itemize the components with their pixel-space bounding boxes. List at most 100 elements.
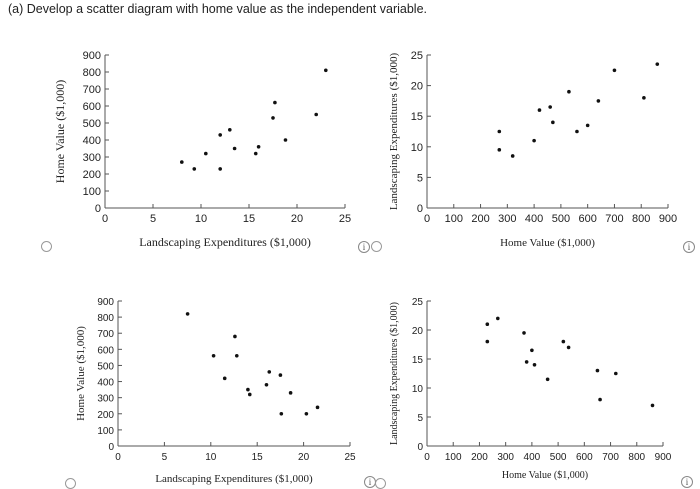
y-tick-label: 10 <box>412 384 424 395</box>
scatter-plot-a: 0 5 10 15 20 25 0 100 200 300 400 500 600 700 800 900 La… <box>53 50 351 249</box>
x-tick-label: 500 <box>552 213 570 225</box>
data-point <box>595 368 600 373</box>
data-point <box>496 316 500 321</box>
y-tick-label: 900 <box>83 50 101 62</box>
scatter-plot-d: 0 100 200 300 400 500 600 700 800 900 0 5 10 15 20 25 Ho… <box>389 297 672 481</box>
x-tick-label: 100 <box>445 452 462 463</box>
data-point <box>598 397 602 402</box>
option-b-radio[interactable] <box>371 241 382 252</box>
data-point <box>246 387 250 392</box>
y-tick-label: 20 <box>411 81 423 93</box>
y-tick-label: 5 <box>417 172 423 184</box>
data-point <box>561 339 566 344</box>
x-axis-title: Landscaping Expenditures ($1,000) <box>155 473 313 485</box>
option-d-radio[interactable] <box>375 478 386 489</box>
x-tick-label: 5 <box>150 213 156 225</box>
data-point <box>279 411 284 416</box>
y-tick-label: 100 <box>83 186 101 198</box>
option-c-radio[interactable] <box>65 478 76 489</box>
data-point <box>228 128 232 132</box>
data-point <box>532 138 536 143</box>
x-tick-label: 900 <box>655 452 672 463</box>
x-tick-label: 0 <box>115 452 121 463</box>
data-point <box>532 363 537 367</box>
x-tick-label: 15 <box>252 452 264 463</box>
data-point <box>314 112 319 117</box>
x-tick-label: 300 <box>497 452 514 463</box>
data-point <box>234 353 239 358</box>
y-tick-label: 0 <box>417 203 423 215</box>
data-point <box>288 391 293 395</box>
data-point <box>180 160 184 164</box>
y-tick-label: 15 <box>411 111 423 123</box>
data-point <box>566 345 571 350</box>
data-point <box>510 154 515 158</box>
data-point <box>537 108 542 112</box>
x-tick-label: 0 <box>102 213 108 225</box>
y-tick-label: 100 <box>97 426 114 437</box>
x-tick-label: 400 <box>524 452 541 463</box>
x-tick-label: 200 <box>471 452 488 463</box>
x-tick-label: 600 <box>578 213 596 225</box>
scatter-plot-c: 0 5 10 15 20 25 0 100 200 300 400 500 600 700 800 900 La… <box>75 297 356 485</box>
x-tick-label: 800 <box>632 213 650 225</box>
y-tick-label: 20 <box>412 326 424 337</box>
y-tick-label: 700 <box>97 329 114 340</box>
data-point <box>596 99 601 103</box>
data-point <box>642 96 646 100</box>
data-point <box>273 100 277 105</box>
y-axis-title: Landscaping Expenditures ($1,000) <box>389 302 400 445</box>
data-point <box>485 322 490 327</box>
option-b-info-icon[interactable]: i <box>683 241 695 253</box>
data-point <box>233 334 237 339</box>
y-tick-label: 400 <box>83 135 101 147</box>
y-tick-label: 600 <box>97 345 114 356</box>
x-axis-title: Landscaping Expenditures ($1,000) <box>139 235 311 249</box>
x-tick-label: 10 <box>195 213 207 225</box>
data-point <box>545 377 550 382</box>
y-axis-title: Home Value ($1,000) <box>75 326 87 421</box>
data-point <box>211 353 216 358</box>
x-tick-label: 0 <box>424 213 430 225</box>
data-point <box>278 373 283 377</box>
data-point <box>222 376 227 381</box>
option-a-info-icon[interactable]: i <box>358 241 370 253</box>
y-tick-label: 600 <box>83 101 101 113</box>
y-tick-label: 500 <box>83 118 101 130</box>
data-point <box>304 411 309 416</box>
data-point <box>548 105 552 109</box>
data-point <box>324 68 328 73</box>
x-tick-label: 25 <box>339 213 351 225</box>
data-point <box>655 62 660 66</box>
x-tick-label: 300 <box>498 213 516 225</box>
y-tick-label: 800 <box>97 313 114 324</box>
y-axis-title: Landscaping Expenditures ($1,000) <box>388 53 400 211</box>
y-tick-label: 800 <box>83 67 101 79</box>
data-point <box>204 151 208 156</box>
y-tick-label: 200 <box>83 169 101 181</box>
y-tick-label: 900 <box>97 297 114 308</box>
option-d-info-icon[interactable]: i <box>681 476 693 488</box>
option-a-radio[interactable] <box>41 241 52 252</box>
data-point <box>485 339 490 344</box>
y-tick-label: 0 <box>417 442 423 453</box>
data-point <box>232 146 237 151</box>
y-tick-label: 200 <box>97 410 114 421</box>
data-point <box>575 129 579 134</box>
data-point <box>185 312 190 316</box>
x-tick-label: 600 <box>576 452 593 463</box>
y-tick-label: 400 <box>97 378 114 389</box>
scatter-plot-b: 0 100 200 300 400 500 600 700 800 900 0 5 10 15 20 25 Ho… <box>388 50 677 249</box>
data-point <box>551 120 555 125</box>
data-point <box>256 145 261 149</box>
y-tick-label: 0 <box>95 203 101 215</box>
x-tick-label: 15 <box>243 213 255 225</box>
y-tick-label: 300 <box>97 394 114 405</box>
y-axis-title: Home Value ($1,000) <box>53 80 67 183</box>
data-point <box>497 129 502 134</box>
y-tick-label: 500 <box>97 361 114 372</box>
data-point <box>218 133 222 137</box>
data-point <box>247 392 252 397</box>
data-point <box>271 116 275 120</box>
y-tick-label: 10 <box>411 142 423 154</box>
